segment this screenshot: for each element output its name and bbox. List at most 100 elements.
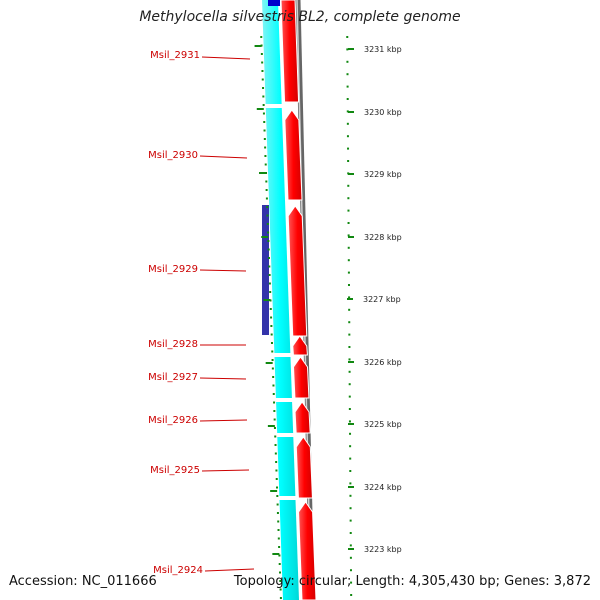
gene-label[interactable]: Msil_2930 [148, 150, 198, 161]
scale-tick [348, 408, 351, 410]
minor-tick [276, 503, 279, 506]
scale-tick [346, 85, 349, 88]
scale-label: 3225 kbp [364, 420, 402, 429]
label-layer: Msil_2931 Msil_2930 Msil_2929 Msil_2928 Msil… [148, 50, 255, 576]
minor-tick [266, 206, 269, 208]
strand-gap [270, 353, 295, 357]
scale-tick [350, 594, 353, 596]
minor-tick [265, 197, 268, 200]
minor-tick [275, 461, 278, 463]
scale-tick [347, 184, 350, 187]
major-tick [272, 553, 280, 555]
reverse-strand-band [262, 0, 299, 600]
scale-layer: 3231 kbp 3230 kbp 3229 kbp 3228 kbp 3227 kbp… [254, 36, 402, 599]
scale-tick [349, 544, 352, 547]
minor-tick [269, 291, 272, 293]
minor-tick [271, 359, 274, 361]
minor-tick [261, 78, 264, 81]
minor-tick [273, 427, 276, 429]
gene-leader-line [199, 377, 247, 380]
gene-leader-line [199, 269, 247, 272]
scale-tick [347, 147, 350, 150]
scale-tick [350, 581, 353, 584]
scale-tick [346, 98, 349, 100]
scale-tick [349, 432, 352, 435]
gene-leader-line [201, 56, 251, 60]
major-tick [261, 236, 269, 238]
minor-tick [273, 410, 276, 412]
major-tick [254, 45, 262, 47]
gene-arrow [294, 401, 311, 434]
scale-tick [348, 308, 351, 311]
minor-tick [267, 248, 270, 251]
gene-label[interactable]: Msil_2929 [148, 264, 198, 275]
scale-tick [347, 271, 350, 274]
gene-label[interactable]: Msil_2928 [148, 339, 198, 350]
scale-tick [349, 519, 352, 522]
gene-label[interactable]: Msil_2927 [148, 372, 198, 383]
scale-major-tick [348, 548, 354, 550]
minor-tick [274, 452, 277, 455]
scale-major-tick [348, 486, 354, 488]
gene-arrow [295, 436, 313, 499]
accession-text: Accession: NC_011666 [9, 574, 157, 589]
scale-tick [349, 470, 352, 472]
minor-tick [277, 520, 280, 523]
minor-tick [269, 308, 272, 310]
gene-label[interactable]: Msil_2926 [148, 415, 198, 426]
scale-tick [349, 445, 352, 448]
minor-tick [270, 316, 273, 319]
minor-tick [264, 155, 267, 157]
minor-tick [260, 53, 263, 55]
scale-tick [346, 122, 349, 125]
gene-label[interactable]: Msil_2931 [150, 50, 200, 61]
scale-label: 3230 kbp [364, 108, 402, 117]
scale-tick [347, 197, 350, 200]
scale-tick [349, 569, 352, 572]
scale-label: 3223 kbp [364, 545, 402, 554]
minor-tick [277, 529, 280, 531]
minor-tick [268, 274, 271, 276]
scale-major-tick [348, 48, 354, 50]
strand-gap [261, 104, 286, 108]
minor-tick [266, 214, 269, 217]
scale-major-tick [348, 423, 354, 425]
scale-tick [347, 246, 350, 249]
gene-label[interactable]: Msil_2925 [150, 465, 200, 476]
scale-label: 3229 kbp [364, 170, 402, 179]
scale-tick [348, 321, 351, 324]
minor-tick [268, 265, 271, 268]
scale-tick [348, 370, 351, 373]
minor-tick [269, 299, 272, 302]
gene-arrow [292, 335, 308, 356]
minor-tick [262, 104, 265, 106]
minor-tick [273, 401, 276, 404]
minor-tick [278, 563, 281, 565]
minor-tick [278, 554, 281, 557]
scale-tick [348, 333, 351, 336]
scale-label: 3226 kbp [364, 358, 402, 367]
minor-tick [272, 384, 275, 387]
minor-tick [275, 478, 278, 480]
minor-tick [274, 444, 277, 446]
scale-tick [348, 346, 351, 348]
minor-tick [265, 189, 268, 191]
genome-summary-text: Topology: circular; Length: 4,305,430 bp… [233, 574, 591, 589]
scale-tick [346, 60, 349, 63]
gene-arrow [284, 109, 303, 201]
scale-label: 3224 kbp [364, 483, 402, 492]
scale-major-tick [348, 236, 354, 238]
minor-tick [271, 350, 274, 353]
scale-tick [346, 48, 349, 51]
minor-tick [262, 112, 265, 115]
minor-tick [265, 180, 268, 183]
strand-gap [275, 496, 300, 500]
major-tick [270, 490, 278, 492]
major-tick [256, 108, 264, 110]
scale-tick [349, 556, 352, 559]
gene-label[interactable]: Msil_2924 [153, 565, 203, 576]
minor-tick [271, 367, 274, 370]
scale-tick [349, 457, 352, 460]
scale-tick [349, 494, 352, 497]
strand-gap [273, 433, 298, 437]
